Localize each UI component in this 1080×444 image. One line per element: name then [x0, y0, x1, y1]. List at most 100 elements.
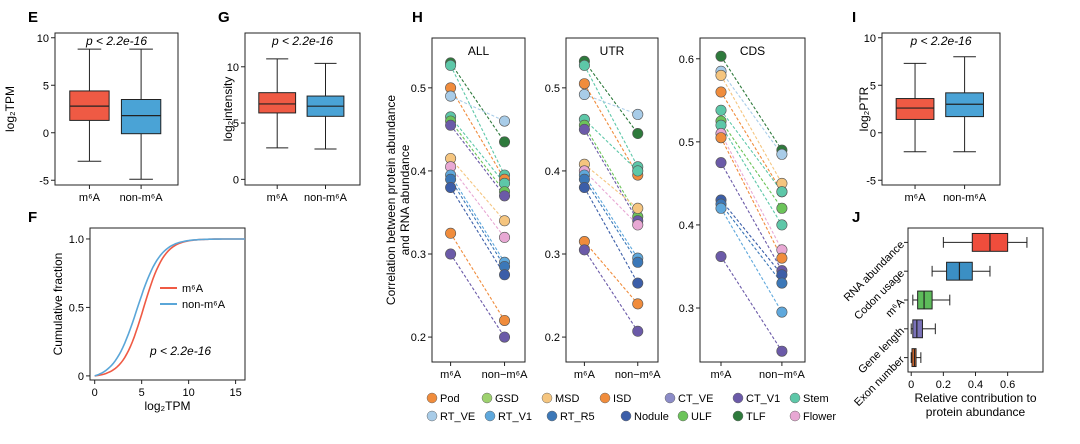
pair-connector: [584, 119, 639, 172]
pair-connector: [450, 124, 505, 197]
box-iqr: [912, 319, 923, 339]
dot-non-m6a: [632, 277, 644, 289]
pair-connector: [450, 87, 506, 180]
facet-title: CDS: [740, 44, 765, 58]
pair-connector: [450, 178, 506, 267]
box-iqr: [258, 92, 297, 114]
y-tick-label: 1.0: [69, 234, 84, 246]
pair-connector: [720, 162, 783, 271]
plot-frame: [881, 32, 1001, 186]
dot-m6a: [578, 59, 590, 71]
dot-m6a: [445, 59, 457, 71]
x-axis-label-line1: Relative contribution to: [914, 391, 1036, 405]
dot-non-m6a: [499, 269, 511, 281]
legend-label: RT_V1: [498, 411, 532, 423]
y-axis-label-line2: and RNA abundance: [398, 144, 412, 255]
pair-connector: [584, 93, 638, 115]
panel-label-j: J: [852, 209, 860, 226]
x-tick-label: 0.4: [968, 379, 983, 391]
y-tick-label: 0: [78, 371, 84, 383]
x-tick-label: non-m⁶A: [120, 192, 164, 204]
x-tick-label: 0.2: [936, 379, 951, 391]
dot-non-m6a: [632, 128, 644, 140]
pair-connector: [450, 187, 506, 276]
p-value-annotation: p < 2.2e-16: [85, 34, 147, 48]
dot-m6a: [715, 202, 727, 214]
pair-connector: [583, 129, 639, 222]
legend-dot: [541, 392, 553, 404]
panel-label-g: G: [218, 9, 230, 26]
pair-connector: [720, 70, 783, 155]
legend-label: Nodule: [634, 411, 669, 423]
y-tick-label: 10: [37, 33, 49, 45]
y-tick-label: 0.2: [545, 332, 560, 344]
dot-non-m6a: [632, 256, 644, 268]
y-tick-label: 0.5: [679, 137, 694, 149]
y-tick-label: 10: [864, 33, 876, 45]
y-tick-label: 5: [870, 80, 876, 92]
facet-title: ALL: [468, 44, 490, 58]
pair-connector: [450, 95, 505, 122]
y-tick-label: 0.4: [679, 220, 694, 232]
y-tick-label: -5: [39, 175, 49, 187]
pair-connector: [450, 166, 505, 238]
x-tick-label: m⁶A: [440, 369, 462, 381]
legend-dot: [677, 410, 689, 422]
x-tick-label: 10: [183, 387, 195, 399]
legend-label: GSD: [495, 393, 519, 405]
dot-non-m6a: [499, 115, 511, 127]
x-tick-label: m⁶A: [79, 192, 101, 204]
x-tick-label: m⁶A: [710, 369, 732, 381]
y-axis-label: log₂TPM: [3, 86, 17, 132]
y-tick-label: 0.3: [679, 303, 694, 315]
legend-label: CT_V1: [746, 393, 780, 405]
dot-non-m6a: [499, 331, 511, 343]
y-tick-label: 0.4: [411, 166, 426, 178]
x-tick-label: m⁶A: [574, 369, 596, 381]
legend-label: ULF: [691, 411, 712, 423]
dot-m6a: [445, 119, 457, 131]
y-tick-label: 0.5: [411, 83, 426, 95]
pair-connector: [584, 163, 639, 209]
pair-connector: [720, 55, 783, 151]
pair-connector: [583, 178, 639, 263]
pair-connector: [583, 241, 639, 305]
y-tick-label: 0.2: [411, 332, 426, 344]
legend-label: ISD: [613, 393, 631, 405]
x-tick-label: non−m⁶A: [482, 369, 528, 381]
x-tick-label: 0.6: [1000, 379, 1015, 391]
dot-m6a: [715, 69, 727, 81]
y-tick-label: 0.4: [545, 166, 560, 178]
y-tick-label: 5: [43, 80, 49, 92]
pair-connector: [450, 174, 506, 263]
pair-connector: [450, 253, 506, 338]
facet-frame: [431, 37, 526, 363]
dot-non-m6a: [776, 202, 788, 214]
dot-non-m6a: [776, 148, 788, 160]
y-tick-label: m⁶A: [884, 296, 908, 320]
dot-m6a: [445, 182, 457, 194]
plot-frame: [89, 227, 246, 381]
legend-label: RT_R5: [560, 411, 595, 423]
dot-non-m6a: [499, 314, 511, 326]
pair-connector: [450, 65, 506, 176]
legend-dot: [426, 410, 438, 422]
y-tick-label: 0: [233, 174, 239, 186]
pair-connector: [720, 208, 783, 313]
panel-label-h: H: [412, 9, 423, 26]
legend-dot: [599, 392, 611, 404]
dot-non-m6a: [632, 219, 644, 231]
panel-label-f: F: [28, 209, 37, 226]
panel-label-e: E: [28, 9, 38, 26]
p-value-annotation: p < 2.2e-16: [149, 344, 211, 358]
legend-dot: [620, 410, 632, 422]
legend-dot: [732, 392, 744, 404]
pair-connector: [583, 65, 639, 168]
y-axis-label: log₂intensity: [221, 77, 235, 142]
pair-connector: [583, 83, 639, 176]
dot-m6a: [578, 182, 590, 194]
panel-i-boxplot: -5 0 5 10 log₂PTR p < 2.2e-16 m⁶A non-m⁶A: [857, 32, 1001, 204]
legend-dot: [789, 392, 801, 404]
y-tick-label: -5: [866, 175, 876, 187]
